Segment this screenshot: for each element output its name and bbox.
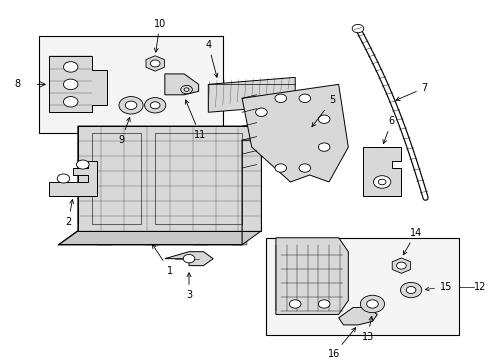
Text: 6: 6 [382, 116, 394, 144]
Text: 13: 13 [361, 316, 373, 342]
Circle shape [57, 174, 70, 183]
Text: 7: 7 [395, 83, 427, 100]
Polygon shape [164, 252, 213, 266]
Polygon shape [208, 77, 295, 112]
Polygon shape [232, 231, 246, 245]
Circle shape [378, 179, 385, 185]
Circle shape [360, 295, 384, 313]
Circle shape [63, 96, 78, 107]
Polygon shape [146, 56, 164, 71]
Circle shape [119, 96, 143, 114]
Circle shape [183, 255, 194, 263]
Polygon shape [49, 161, 97, 196]
Polygon shape [338, 307, 377, 325]
Polygon shape [362, 147, 401, 196]
Text: 2: 2 [65, 199, 74, 227]
Text: 9: 9 [118, 117, 130, 145]
Circle shape [366, 300, 378, 308]
Circle shape [150, 60, 160, 67]
Text: 3: 3 [185, 273, 192, 300]
Text: 1: 1 [152, 244, 172, 276]
Polygon shape [242, 84, 347, 182]
Text: 12: 12 [473, 282, 485, 292]
Polygon shape [275, 238, 347, 314]
Circle shape [318, 143, 329, 151]
Circle shape [396, 262, 406, 269]
Text: 11: 11 [185, 100, 205, 140]
Text: 8: 8 [14, 79, 20, 89]
Circle shape [184, 88, 188, 91]
Bar [39, 36, 223, 133]
Polygon shape [97, 231, 112, 245]
Polygon shape [49, 57, 107, 112]
Text: 16: 16 [327, 328, 355, 359]
Circle shape [150, 102, 160, 109]
Circle shape [274, 94, 286, 103]
Polygon shape [164, 74, 198, 95]
Circle shape [181, 85, 192, 94]
Text: 10: 10 [154, 19, 166, 52]
Circle shape [274, 164, 286, 172]
Circle shape [318, 300, 329, 308]
Text: 15: 15 [425, 282, 451, 292]
Bar [265, 238, 458, 336]
Circle shape [63, 79, 78, 90]
Circle shape [255, 108, 266, 116]
Circle shape [63, 62, 78, 72]
Circle shape [289, 300, 301, 308]
Polygon shape [391, 258, 410, 273]
Circle shape [299, 94, 310, 103]
Circle shape [144, 98, 165, 113]
Circle shape [76, 160, 89, 169]
Circle shape [299, 164, 310, 172]
Polygon shape [193, 231, 208, 245]
Circle shape [406, 287, 415, 293]
Circle shape [351, 24, 363, 33]
Circle shape [125, 101, 137, 109]
Polygon shape [78, 126, 261, 231]
Circle shape [318, 115, 329, 123]
Circle shape [373, 176, 390, 188]
Polygon shape [59, 231, 261, 245]
Circle shape [400, 282, 421, 298]
Text: 5: 5 [311, 95, 335, 127]
Polygon shape [145, 231, 160, 245]
Text: 14: 14 [403, 228, 421, 255]
Text: 4: 4 [205, 40, 218, 77]
